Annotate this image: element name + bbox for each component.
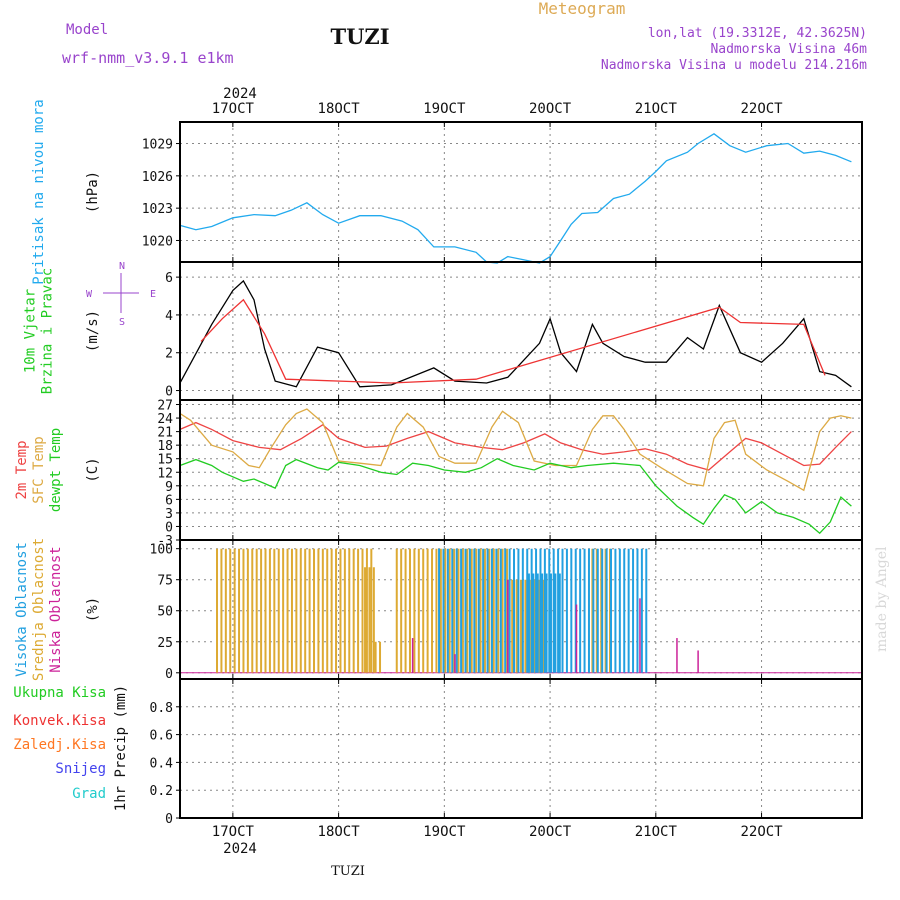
panel-unit: (hPa) <box>85 171 101 213</box>
series-line <box>179 279 852 388</box>
y-tick-label: 18 <box>157 439 173 454</box>
compass-s: S <box>119 317 125 328</box>
y-tick-label: 0.2 <box>150 784 173 799</box>
y-tick-label: 4 <box>165 309 173 324</box>
panel-ylabel: Niska Oblacnost <box>48 546 64 672</box>
y-tick-label: 21 <box>157 426 173 441</box>
top-day-labels: 17OCT 18OCT 19OCT 20OCT 21OCT 22OCT <box>212 101 783 117</box>
bottom-day-label: 17OCT <box>212 824 255 840</box>
precip-legend-item: Ukupna Kisa <box>13 685 106 701</box>
bottom-day-label: 19OCT <box>423 824 466 840</box>
panel-ylabel: dewpt Temp <box>48 428 64 512</box>
bottom-year-label: 2024 <box>223 841 257 857</box>
panel-unit: (m/s) <box>85 310 101 352</box>
panel-ylabel: 2m Temp <box>14 440 30 499</box>
top-day-label: 20OCT <box>529 101 572 117</box>
panel-frame <box>179 678 863 819</box>
series-line <box>200 298 826 384</box>
clouds-panel: 0 25 50 75 100 Visoka Oblacnost Srednja Oblacn… <box>14 538 863 682</box>
y-tick-label: 9 <box>165 480 173 495</box>
panel-frame <box>179 261 863 401</box>
product-title: Meteogram <box>539 0 626 18</box>
series-line <box>179 457 852 535</box>
y-tick-label: 50 <box>157 605 173 620</box>
y-tick-label: 15 <box>157 453 173 468</box>
model-label: Model <box>66 22 108 38</box>
top-year-label: 2024 <box>223 86 257 102</box>
bottom-day-label: 22OCT <box>740 824 783 840</box>
panel-frame <box>179 121 863 263</box>
y-tick-label: 0.8 <box>150 701 173 716</box>
elevation-label: Nadmorska Visina 46m <box>710 42 867 57</box>
y-tick-label: 12 <box>157 466 173 481</box>
y-tick-label: 2 <box>165 347 173 362</box>
panels: 1020 1023 1026 1029 Pritisak na nivou mora (h… <box>13 99 863 827</box>
y-tick-label: 0 <box>165 385 173 400</box>
panel-frame <box>179 399 863 541</box>
bottom-day-label: 21OCT <box>635 824 678 840</box>
y-tick-label: 0.6 <box>150 729 173 744</box>
model-name: wrf-nmm_v3.9.1 e1km <box>62 49 234 67</box>
y-tick-label: 0 <box>165 520 173 535</box>
y-tick-label: 6 <box>165 271 173 286</box>
footer-station: TUZI <box>331 864 365 879</box>
bottom-day-label: 20OCT <box>529 824 572 840</box>
top-day-label: 18OCT <box>318 101 361 117</box>
precip-legend-item: Zaledj.Kisa <box>13 737 106 753</box>
series-line <box>179 408 852 492</box>
y-tick-label: 25 <box>157 636 173 651</box>
y-tick-label: 100 <box>150 543 173 558</box>
y-tick-label: 1026 <box>142 170 173 185</box>
coords-label: lon,lat (19.3312E, 42.3625N) <box>648 26 867 41</box>
bottom-day-labels: 17OCT 18OCT 19OCT 20OCT 21OCT 22OCT <box>212 824 783 840</box>
top-day-label: 22OCT <box>740 101 783 117</box>
y-tick-label: 3 <box>165 507 173 522</box>
top-day-label: 21OCT <box>635 101 678 117</box>
compass-e: E <box>150 289 156 300</box>
y-tick-label: 6 <box>165 493 173 508</box>
pressure-panel: 1020 1023 1026 1029 Pritisak na nivou mora (h… <box>31 99 863 285</box>
top-day-label: 19OCT <box>423 101 466 117</box>
top-day-label: 17OCT <box>212 101 255 117</box>
precip-panel: 0 0.2 0.4 0.6 0.8 Ukupna Kisa Konvek.Kisa Zaled… <box>13 678 863 827</box>
panel-ylabel: SFC Temp <box>31 436 47 503</box>
y-tick-label: 1029 <box>142 138 173 153</box>
panel-ylabel: Visoka Oblacnost <box>14 542 30 677</box>
precip-ylabel: 1hr Precip (mm) <box>113 685 129 811</box>
precip-legend-item: Konvek.Kisa <box>13 713 106 729</box>
y-tick-label: 0.4 <box>150 756 174 771</box>
panel-ylabel: Brzina i Pravac <box>40 268 56 394</box>
panel-unit: (%) <box>85 597 101 622</box>
watermark: made by Angel <box>874 546 890 652</box>
wind-compass: N S W E <box>86 261 156 328</box>
y-tick-label: 24 <box>157 412 173 427</box>
y-tick-label: 75 <box>157 574 173 589</box>
panel-unit: (C) <box>85 457 101 482</box>
panel-ylabel: Srednja Oblacnost <box>31 538 47 681</box>
y-tick-label: -3 <box>157 534 173 549</box>
compass-n: N <box>119 261 125 272</box>
series-line <box>179 133 852 264</box>
panel-ylabel: 10m Vjetar <box>23 289 39 373</box>
wind-panel: 0 2 4 6 10m Vjetar Brzina i Pravac (m/s) N S W E <box>23 261 863 401</box>
y-tick-label: 0 <box>165 812 173 827</box>
y-tick-label: 1020 <box>142 234 173 249</box>
y-tick-label: 0 <box>165 667 173 682</box>
bottom-day-label: 18OCT <box>318 824 361 840</box>
precip-legend-item: Snijeg <box>55 761 106 777</box>
series-line <box>179 421 852 471</box>
y-tick-label: 27 <box>157 399 173 414</box>
model-elevation-label: Nadmorska Visina u modelu 214.216m <box>601 58 867 73</box>
y-tick-label: 1023 <box>142 202 173 217</box>
panel-ylabel: Pritisak na nivou mora <box>31 99 47 284</box>
compass-w: W <box>86 289 93 300</box>
station-title: TUZI <box>330 24 389 49</box>
precip-legend-item: Grad <box>72 786 106 802</box>
